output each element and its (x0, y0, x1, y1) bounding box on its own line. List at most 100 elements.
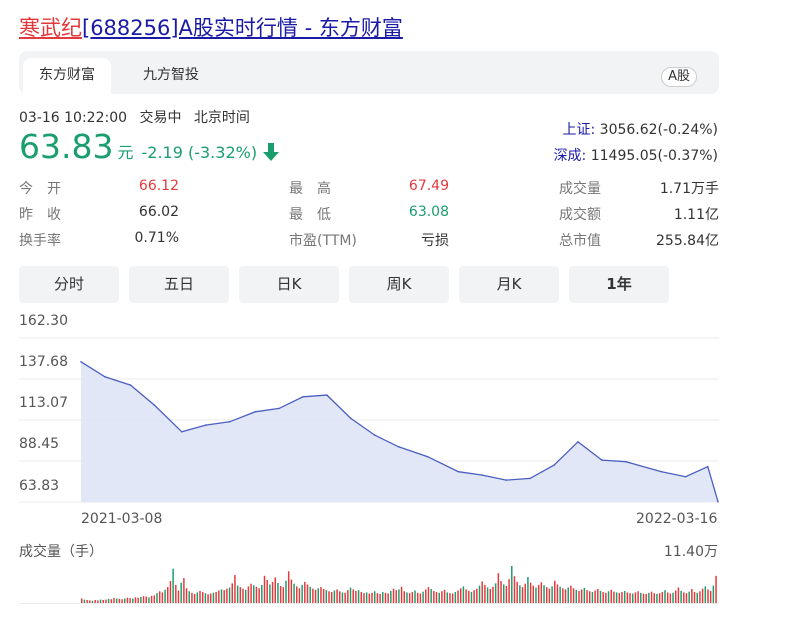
tab-jiufang[interactable]: 九方智投 (143, 67, 199, 83)
volume-bar (309, 586, 311, 603)
stat-value: 1.11亿 (673, 207, 719, 223)
period-tab[interactable]: 五日 (129, 266, 229, 303)
period-tab[interactable]: 分时 (19, 266, 119, 303)
volume-bar (529, 582, 532, 603)
volume-bar (416, 592, 419, 603)
volume-bar (271, 581, 274, 603)
price-point (129, 384, 132, 386)
volume-bar (341, 592, 344, 603)
volume-bar (247, 586, 250, 603)
index-shanghai[interactable]: 上证: 3056.62(-0.24%) (562, 119, 718, 139)
volume-bar (304, 581, 306, 603)
volume-bar (167, 587, 169, 603)
y-tick-label: 162.30 (19, 313, 68, 329)
volume-bar (599, 590, 602, 603)
volume-bar (489, 589, 492, 603)
volume-bar (218, 590, 220, 603)
price-point (204, 424, 207, 426)
period-tab[interactable]: 日K (239, 266, 339, 303)
volume-bar (443, 589, 446, 603)
volume-bar (363, 593, 365, 603)
volume-bar (89, 600, 91, 603)
price-point (601, 459, 603, 461)
volume-bar (414, 590, 416, 603)
volume-bar (454, 592, 457, 603)
volume-bar (446, 592, 449, 603)
volume-bar (554, 580, 556, 603)
volume-bar (591, 592, 594, 603)
source-tabs: 东方财富 九方智投 A股 (19, 51, 719, 94)
price-point (397, 446, 400, 448)
volume-bar (537, 584, 540, 603)
volume-bar (349, 587, 352, 603)
x-label-end: 2022-03-16 (636, 511, 718, 527)
volume-bar (317, 588, 319, 603)
stock-name-link[interactable]: 寒武纪 (19, 16, 82, 40)
volume-bar (492, 586, 494, 603)
volume-bar (124, 598, 126, 603)
volume-bar (572, 588, 575, 603)
volume-bar (629, 593, 631, 603)
volume-bar (642, 593, 645, 603)
volume-bar (408, 593, 411, 603)
volume-bar (306, 584, 309, 603)
volume-bar (548, 588, 551, 603)
period-tab[interactable]: 月K (459, 266, 559, 303)
volume-bar (543, 585, 545, 603)
market-badge: A股 (661, 67, 697, 87)
volume-bar (570, 585, 572, 603)
volume-bar (597, 589, 599, 603)
volume-bar (562, 588, 564, 603)
stat-value: 63.08 (408, 204, 449, 220)
volume-bar (390, 590, 392, 603)
volume-bar (532, 585, 535, 603)
volume-bar (298, 588, 301, 603)
stat-item: 市盈(TTM) 亏损 (289, 230, 449, 250)
volume-bar (150, 595, 153, 603)
volume-bar (387, 593, 389, 603)
volume-bar (333, 590, 336, 603)
volume-bar (511, 566, 513, 603)
volume-bar (234, 575, 236, 603)
volume-bar (470, 592, 473, 603)
volume-bar (502, 584, 505, 603)
volume-bar (269, 584, 271, 603)
volume-bar (126, 597, 129, 603)
volume-bar (255, 586, 258, 603)
volume-bar (545, 587, 548, 603)
volume-bar (201, 592, 204, 603)
volume-bar (164, 589, 166, 603)
index-shenzhen[interactable]: 深成: 11495.05(-0.37%) (554, 145, 718, 165)
stat-value: 亏损 (421, 233, 449, 249)
stat-label: 今 开 (19, 181, 61, 197)
volume-bar (465, 589, 467, 603)
volume-bar (459, 588, 462, 603)
tab-dongfang[interactable]: 东方财富 (23, 58, 111, 94)
volume-bar (132, 598, 134, 603)
stat-label: 最 高 (289, 181, 331, 197)
volume-bar (204, 593, 207, 603)
volume-bar (207, 594, 209, 603)
index-label: 深成: (553, 148, 587, 164)
volume-bar (653, 593, 655, 603)
volume-bar (486, 587, 489, 603)
quote-time: 03-16 10:22:00 (19, 110, 128, 126)
volume-bar (425, 589, 427, 603)
volume-bar (693, 592, 696, 603)
volume-bar (228, 587, 231, 603)
volume-bar (707, 589, 709, 603)
title-link[interactable]: [688256]A股实时行情 - 东方财富 (82, 16, 403, 40)
volume-bar (411, 592, 414, 603)
volume-bar (508, 579, 510, 603)
page-title[interactable]: 寒武纪[688256]A股实时行情 - 东方财富 (19, 12, 403, 42)
volume-bar (430, 589, 432, 603)
y-tick-label: 137.68 (19, 354, 68, 370)
period-tab[interactable]: 周K (349, 266, 449, 303)
volume-bar (392, 588, 395, 603)
volume-bar (615, 592, 618, 603)
period-tab[interactable]: 1年 (569, 266, 669, 303)
volume-bar (451, 593, 454, 603)
volume-bar (301, 584, 303, 603)
volume-bar (263, 575, 266, 603)
volume-bar (675, 590, 677, 603)
